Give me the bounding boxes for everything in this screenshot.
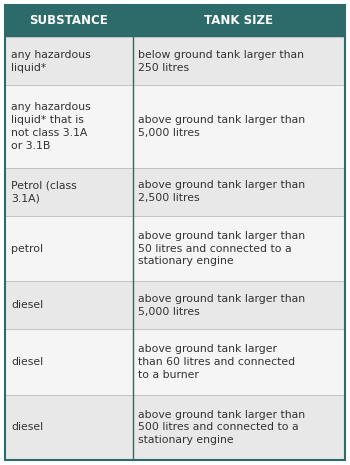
Bar xyxy=(5,329,345,395)
Text: above ground tank larger than
2,500 litres: above ground tank larger than 2,500 litr… xyxy=(139,180,306,203)
Text: above ground tank larger than
50 litres and connected to a
stationary engine: above ground tank larger than 50 litres … xyxy=(139,231,306,266)
Text: Petrol (class
3.1A): Petrol (class 3.1A) xyxy=(11,180,77,203)
Text: above ground tank larger than
5,000 litres: above ground tank larger than 5,000 litr… xyxy=(139,115,306,138)
Text: any hazardous
liquid* that is
not class 3.1A
or 3.1B: any hazardous liquid* that is not class … xyxy=(11,102,91,151)
Text: diesel: diesel xyxy=(11,300,43,310)
Text: any hazardous
liquid*: any hazardous liquid* xyxy=(11,50,91,73)
Bar xyxy=(5,5,345,37)
Bar xyxy=(5,281,345,329)
Bar xyxy=(5,167,345,216)
Text: above ground tank larger
than 60 litres and connected
to a burner: above ground tank larger than 60 litres … xyxy=(139,344,296,380)
Text: above ground tank larger than
5,000 litres: above ground tank larger than 5,000 litr… xyxy=(139,294,306,317)
Text: below ground tank larger than
250 litres: below ground tank larger than 250 litres xyxy=(139,50,304,73)
Text: above ground tank larger than
500 litres and connected to a
stationary engine: above ground tank larger than 500 litres… xyxy=(139,410,306,445)
Text: TANK SIZE: TANK SIZE xyxy=(204,14,273,27)
Text: diesel: diesel xyxy=(11,422,43,432)
Text: SUBSTANCE: SUBSTANCE xyxy=(29,14,108,27)
Bar xyxy=(5,395,345,460)
Text: petrol: petrol xyxy=(11,244,43,253)
Text: diesel: diesel xyxy=(11,357,43,367)
Bar xyxy=(5,85,345,167)
Bar xyxy=(5,216,345,281)
Bar xyxy=(5,37,345,85)
